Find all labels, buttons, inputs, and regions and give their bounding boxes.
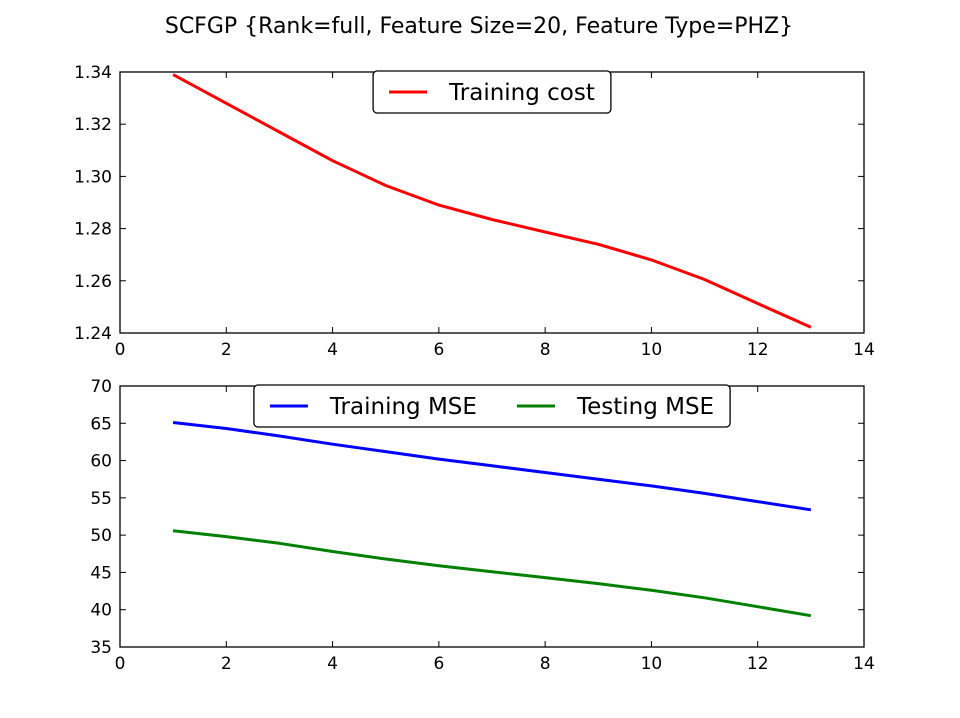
x-tick-label: 4 xyxy=(327,654,338,674)
y-tick-label: 45 xyxy=(90,563,112,583)
training-cost-chart: 0 2 4 6 8 10 12 14 1.24 1.26 1.28 1.30 1.32 1.34 Train… xyxy=(74,63,875,360)
y-tick-label: 40 xyxy=(90,601,112,621)
y-tick-label: 1.26 xyxy=(74,272,112,292)
x-tick-label: 0 xyxy=(115,340,126,360)
y-tick-label: 70 xyxy=(90,377,112,397)
y-tick-label: 50 xyxy=(90,526,112,546)
legend-box xyxy=(253,384,731,428)
x-tick-label: 8 xyxy=(540,340,551,360)
legend-label: Training cost xyxy=(448,80,595,106)
x-tick-label: 4 xyxy=(327,340,338,360)
y-tick-label: 1.32 xyxy=(74,115,112,135)
y-tick-label: 1.34 xyxy=(74,63,112,83)
y-tick-label: 35 xyxy=(90,638,112,658)
x-tick-label: 6 xyxy=(433,340,444,360)
legend: Training cost xyxy=(372,70,612,114)
x-tick-label: 14 xyxy=(853,340,875,360)
x-tick-label: 12 xyxy=(747,654,769,674)
x-tick-label: 14 xyxy=(853,654,875,674)
legend-label: Training MSE xyxy=(329,394,477,420)
y-tick-label: 60 xyxy=(90,452,112,472)
x-tick-label: 12 xyxy=(747,340,769,360)
series-line-training-mse xyxy=(172,421,812,512)
x-tick-label: 8 xyxy=(540,654,551,674)
x-tick-label: 6 xyxy=(433,654,444,674)
legend-label: Testing MSE xyxy=(576,394,714,420)
series-line-testing-mse xyxy=(172,529,812,618)
y-tick-label: 1.30 xyxy=(74,167,112,187)
x-tick-label: 2 xyxy=(221,654,232,674)
y-tick-label: 1.24 xyxy=(74,324,112,344)
legend: Training MSE Testing MSE xyxy=(253,384,731,428)
x-tick-label: 10 xyxy=(641,654,663,674)
y-tick-label: 55 xyxy=(90,489,112,509)
x-tick-label: 10 xyxy=(641,340,663,360)
x-tick-label: 0 xyxy=(115,654,126,674)
y-tick-label: 65 xyxy=(90,414,112,434)
series-line-training-cost xyxy=(172,73,812,329)
legend-box xyxy=(372,70,612,114)
y-tick-label: 1.28 xyxy=(74,220,112,240)
figure-title: SCFGP {Rank=full, Feature Size=20, Featu… xyxy=(165,14,793,39)
x-tick-label: 2 xyxy=(221,340,232,360)
